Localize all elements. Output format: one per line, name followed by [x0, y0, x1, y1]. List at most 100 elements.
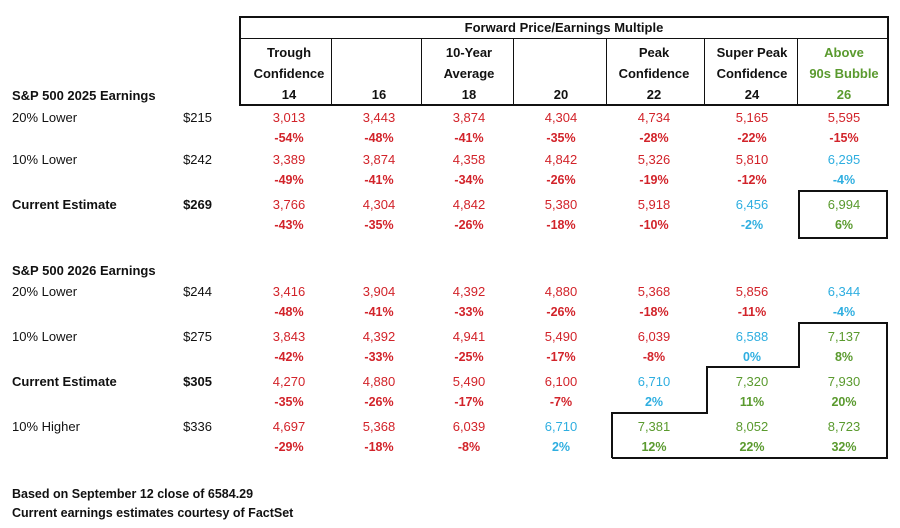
index-level-value: 8,052: [735, 419, 769, 434]
column-header-multiple: 16: [371, 87, 387, 102]
column-header-label: Trough: [266, 45, 312, 60]
header-column-divider: [704, 38, 705, 105]
percent-change-value: -17%: [454, 395, 484, 409]
index-level-value: 6,100: [544, 374, 578, 389]
index-level-value: 6,456: [735, 197, 769, 212]
index-level-value: 7,137: [827, 329, 861, 344]
header-box-right: [887, 16, 889, 106]
percent-change-value: 6%: [834, 218, 854, 232]
percent-change-value: -42%: [274, 350, 304, 364]
header-column-divider: [421, 38, 422, 105]
index-level-value: 5,810: [735, 152, 769, 167]
percent-change-value: -26%: [546, 305, 576, 319]
percent-change-value: -18%: [364, 440, 394, 454]
row-label: 20% Lower: [12, 284, 78, 299]
index-level-value: 4,842: [452, 197, 486, 212]
row-label: Current Estimate: [12, 197, 117, 212]
row-label: Current Estimate: [12, 374, 117, 389]
section-title: S&P 500 2026 Earnings: [12, 263, 156, 278]
index-level-value: 3,766: [272, 197, 306, 212]
percent-change-value: 32%: [831, 440, 857, 454]
index-level-value: 3,874: [362, 152, 396, 167]
footnote-close: Based on September 12 close of 6584.29: [12, 487, 254, 501]
percent-change-value: -49%: [274, 173, 304, 187]
index-level-value: 6,710: [544, 419, 578, 434]
index-level-value: 4,392: [452, 284, 486, 299]
row-eps: $305: [183, 374, 212, 389]
index-level-value: 5,368: [637, 284, 671, 299]
header-box-bottom: [239, 104, 889, 106]
percent-change-value: -15%: [829, 131, 859, 145]
index-level-value: 7,320: [735, 374, 769, 389]
percent-change-value: -8%: [457, 440, 481, 454]
row-eps: $269: [183, 197, 212, 212]
column-header-multiple: 24: [744, 87, 760, 102]
index-level-value: 3,843: [272, 329, 306, 344]
percent-change-value: 12%: [641, 440, 667, 454]
index-level-value: 4,697: [272, 419, 306, 434]
column-header: Peak Confidence 22: [609, 42, 699, 105]
index-level-value: 4,270: [272, 374, 306, 389]
percent-change-value: -26%: [364, 395, 394, 409]
percent-change-value: -12%: [737, 173, 767, 187]
column-header-label: Average: [443, 66, 495, 81]
index-level-value: 8,723: [827, 419, 861, 434]
percent-change-value: -41%: [454, 131, 484, 145]
index-level-value: 4,304: [544, 110, 578, 125]
row-eps: $275: [183, 329, 212, 344]
percent-change-value: -48%: [364, 131, 394, 145]
index-level-value: 7,930: [827, 374, 861, 389]
percent-change-value: -7%: [549, 395, 573, 409]
index-level-value: 5,490: [544, 329, 578, 344]
column-header: 10-Year Average 18: [424, 42, 514, 105]
index-level-value: 5,595: [827, 110, 861, 125]
index-level-value: 3,013: [272, 110, 306, 125]
column-header-label: Super Peak: [716, 45, 788, 60]
header-column-divider: [331, 38, 332, 105]
column-header-label: Above: [824, 45, 864, 60]
row-label: 10% Lower: [12, 152, 78, 167]
row-eps: $244: [183, 284, 212, 299]
column-header-label: [334, 63, 424, 84]
column-header: Super Peak Confidence 24: [707, 42, 797, 105]
column-header-label: Confidence: [716, 66, 788, 81]
percent-change-value: 11%: [739, 395, 765, 409]
row-label: 10% Higher: [12, 419, 80, 434]
index-level-value: 6,710: [637, 374, 671, 389]
percent-change-value: -43%: [274, 218, 304, 232]
row-eps: $215: [183, 110, 212, 125]
column-header-label: 90s Bubble: [809, 66, 879, 81]
percent-change-value: -26%: [546, 173, 576, 187]
column-header-label: Confidence: [253, 66, 325, 81]
percent-change-value: 20%: [831, 395, 857, 409]
header-title-underline: [239, 38, 889, 39]
percent-change-value: -18%: [639, 305, 669, 319]
index-level-value: 3,904: [362, 284, 396, 299]
header-box-left: [239, 16, 241, 106]
index-level-value: 3,389: [272, 152, 306, 167]
percent-change-value: -35%: [546, 131, 576, 145]
percent-change-value: -19%: [639, 173, 669, 187]
percent-change-value: -22%: [737, 131, 767, 145]
percent-change-value: 2%: [551, 440, 571, 454]
header-title: Forward Price/Earnings Multiple: [464, 20, 664, 35]
index-level-value: 6,994: [827, 197, 861, 212]
index-level-value: 4,392: [362, 329, 396, 344]
column-header: Above 90s Bubble 26: [799, 42, 889, 105]
index-level-value: 5,380: [544, 197, 578, 212]
percent-change-value: -17%: [546, 350, 576, 364]
index-level-value: 4,358: [452, 152, 486, 167]
index-level-value: 3,443: [362, 110, 396, 125]
column-header: 16: [334, 42, 424, 105]
percent-change-value: 8%: [834, 350, 854, 364]
index-level-value: 3,416: [272, 284, 306, 299]
section-title: S&P 500 2025 Earnings: [12, 88, 156, 103]
column-header-label: [516, 42, 606, 63]
column-header: 20: [516, 42, 606, 105]
percent-change-value: -4%: [832, 173, 856, 187]
index-level-value: 5,856: [735, 284, 769, 299]
percent-change-value: -26%: [454, 218, 484, 232]
percent-change-value: 22%: [739, 440, 765, 454]
row-eps: $336: [183, 419, 212, 434]
index-level-value: 4,880: [362, 374, 396, 389]
